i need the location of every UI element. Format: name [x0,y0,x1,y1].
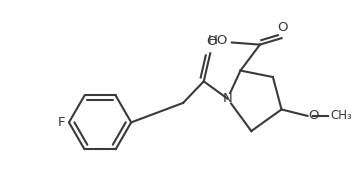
Text: N: N [222,92,233,105]
Text: HO: HO [208,34,228,47]
Text: F: F [58,116,66,129]
Text: O: O [206,35,216,48]
Text: CH₃: CH₃ [330,109,352,122]
Text: O: O [308,109,318,122]
Text: O: O [277,21,288,34]
